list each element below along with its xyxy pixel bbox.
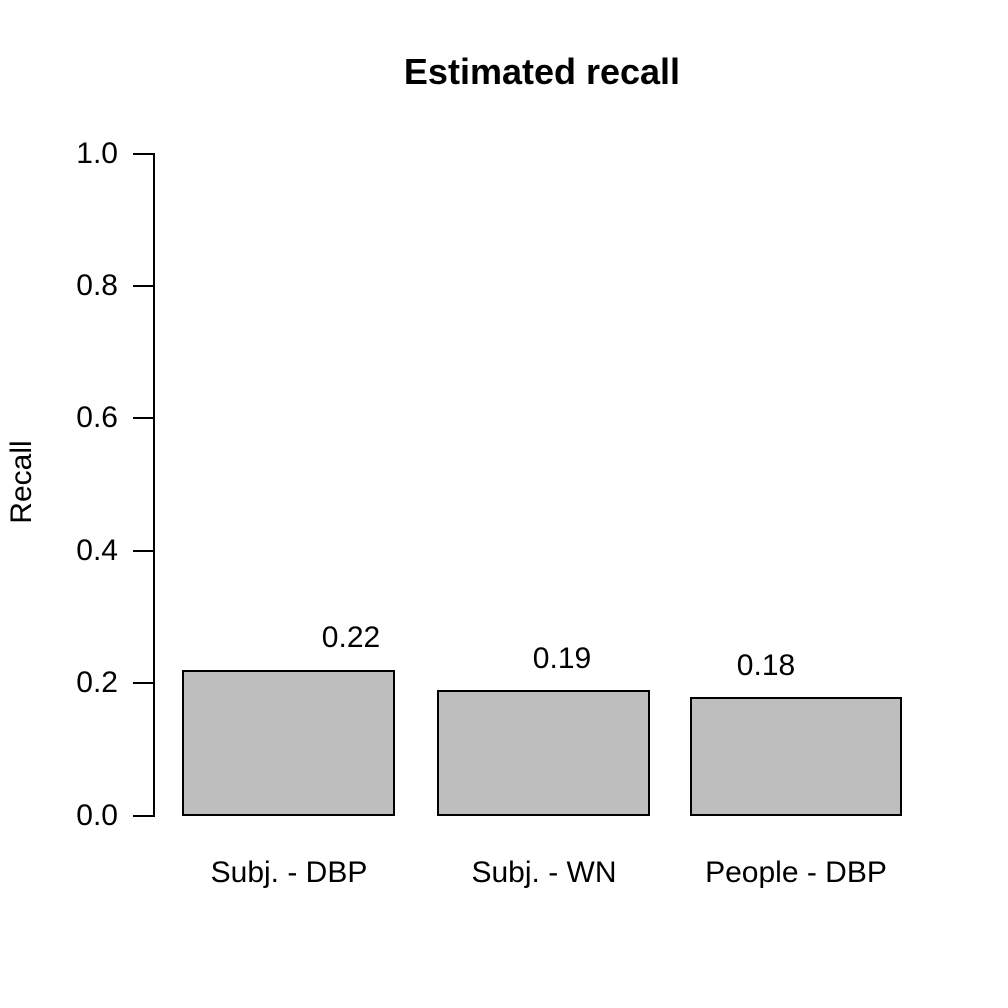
y-tick-label: 0.0 — [76, 799, 118, 832]
y-tick-label: 0.2 — [76, 666, 118, 699]
x-category-label: People - DBP — [705, 856, 887, 889]
bar-value-label: 0.22 — [321, 621, 381, 654]
y-tick-label: 1.0 — [76, 137, 118, 170]
y-tick-mark — [133, 815, 154, 817]
bar-value-label: 0.18 — [736, 649, 796, 682]
bar-subj-wn — [437, 690, 650, 816]
x-category-label: Subj. - DBP — [210, 856, 368, 889]
y-tick-mark — [133, 285, 154, 287]
bar-value-label: 0.19 — [532, 642, 592, 675]
chart-title: Estimated recall — [403, 51, 681, 92]
bar-subj-dbp — [182, 670, 395, 816]
y-tick-mark — [133, 417, 154, 419]
y-tick-label: 0.4 — [76, 534, 118, 567]
y-tick-mark — [133, 153, 154, 155]
y-tick-label: 0.6 — [76, 401, 118, 434]
x-category-label: Subj. - WN — [471, 856, 617, 889]
y-axis-line — [153, 153, 155, 817]
y-tick-mark — [133, 550, 154, 552]
y-tick-mark — [133, 682, 154, 684]
y-tick-label: 0.8 — [76, 269, 118, 302]
bar-people-dbp — [690, 697, 902, 816]
y-axis-label: Recall — [5, 440, 38, 524]
